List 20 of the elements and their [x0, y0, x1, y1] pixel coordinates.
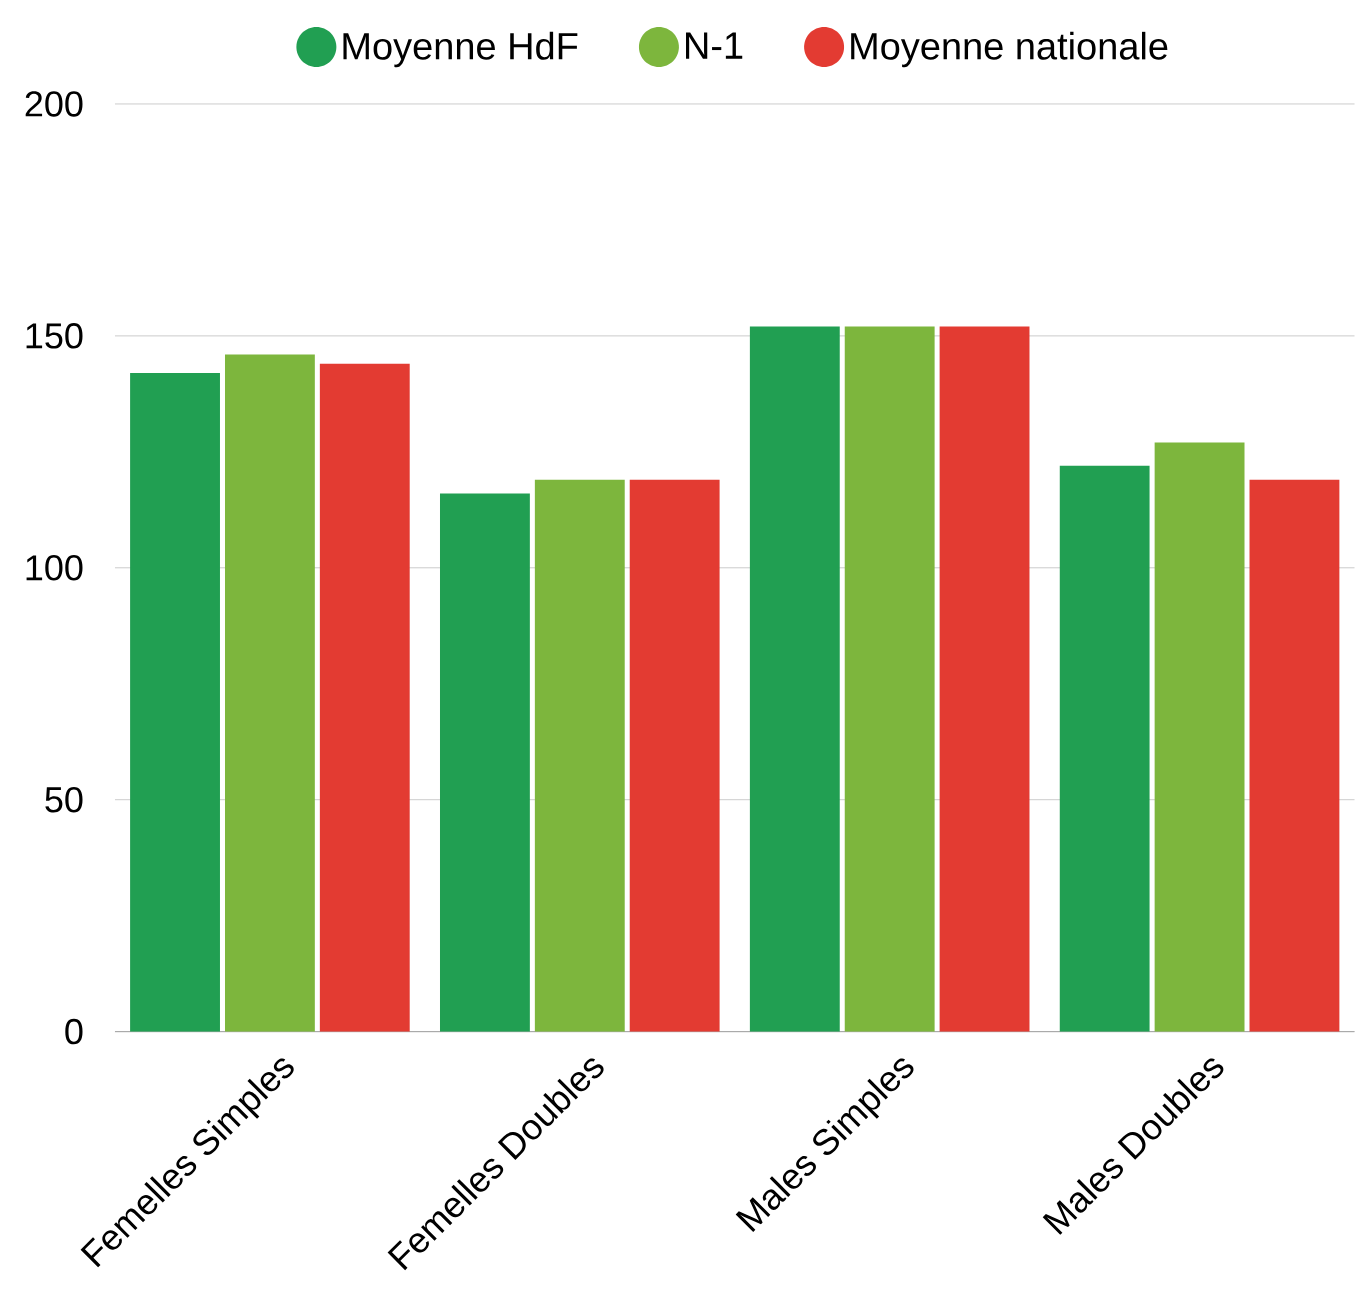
bar	[939, 326, 1030, 1032]
bar	[1154, 442, 1245, 1032]
bar	[629, 479, 720, 1032]
bar	[440, 493, 530, 1032]
y-tick-label: 0	[65, 1019, 83, 1045]
legend-label: Moyenne HdF	[343, 32, 578, 68]
bar	[130, 373, 220, 1032]
y-tick-label: 50	[45, 787, 83, 813]
y-tick-label: 100	[26, 555, 83, 581]
y-tick-label: 150	[26, 323, 83, 349]
bar	[319, 363, 410, 1032]
bar	[1059, 465, 1150, 1032]
bar	[224, 354, 315, 1032]
bar	[844, 326, 935, 1032]
legend-label: Moyenne nationale	[851, 32, 1168, 68]
bar	[534, 479, 625, 1032]
bar	[1249, 479, 1340, 1032]
legend-label: N-1	[686, 32, 743, 59]
bar	[749, 326, 840, 1032]
y-tick-label: 200	[25, 91, 83, 117]
